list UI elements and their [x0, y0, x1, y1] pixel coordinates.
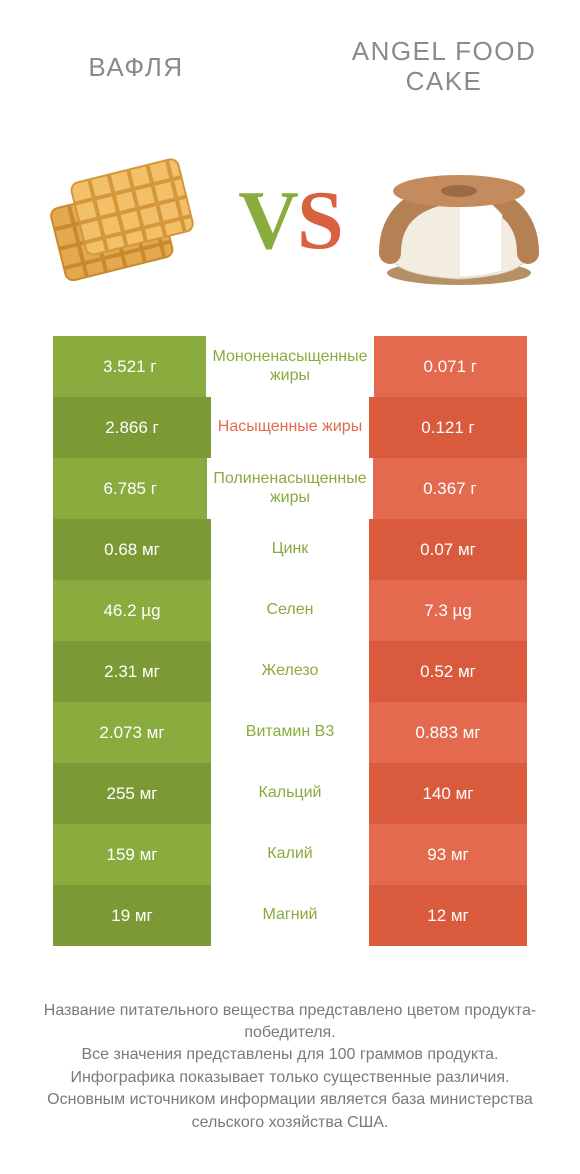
nutrient-label: Мононенасыщенные жиры	[206, 336, 373, 397]
value-left: 2.073 мг	[53, 702, 211, 763]
nutrient-label: Магний	[211, 885, 369, 946]
nutrient-label: Цинк	[211, 519, 369, 580]
value-left: 0.68 мг	[53, 519, 211, 580]
table-row: 0.68 мгЦинк0.07 мг	[53, 519, 527, 580]
value-left: 255 мг	[53, 763, 211, 824]
footer-notes: Название питательного вещества представл…	[0, 1000, 580, 1134]
value-left: 6.785 г	[53, 458, 207, 519]
nutrient-label: Витамин B3	[211, 702, 369, 763]
table-row: 159 мгКалий93 мг	[53, 824, 527, 885]
footer-line: Основным источником информации является …	[28, 1089, 552, 1134]
value-left: 46.2 µg	[53, 580, 211, 641]
value-left: 2.31 мг	[53, 641, 211, 702]
hero-row: VS	[0, 110, 580, 330]
nutrient-label: Полиненасыщенные жиры	[207, 458, 372, 519]
value-left: 19 мг	[53, 885, 211, 946]
nutrient-label: Кальций	[211, 763, 369, 824]
value-left: 159 мг	[53, 824, 211, 885]
table-row: 2.31 мгЖелезо0.52 мг	[53, 641, 527, 702]
table-row: 19 мгМагний12 мг	[53, 885, 527, 946]
value-right: 0.883 мг	[369, 702, 527, 763]
footer-line: Инфографика показывает только существенн…	[28, 1067, 552, 1089]
value-right: 93 мг	[369, 824, 527, 885]
value-right: 0.121 г	[369, 397, 527, 458]
nutrient-label: Калий	[211, 824, 369, 885]
vs-s: S	[297, 174, 342, 267]
value-right: 0.07 мг	[369, 519, 527, 580]
value-right: 7.3 µg	[369, 580, 527, 641]
table-row: 3.521 гМононенасыщенные жиры0.071 г	[53, 336, 527, 397]
comparison-table: 3.521 гМононенасыщенные жиры0.071 г2.866…	[53, 336, 527, 946]
value-right: 12 мг	[369, 885, 527, 946]
title-right: ANGEL FOOD CAKE	[344, 37, 544, 97]
value-left: 3.521 г	[53, 336, 206, 397]
header: ВАФЛЯ ANGEL FOOD CAKE	[0, 0, 580, 110]
nutrient-label: Насыщенные жиры	[211, 397, 369, 458]
title-left: ВАФЛЯ	[36, 52, 236, 83]
footer-line: Все значения представлены для 100 граммо…	[28, 1044, 552, 1066]
waffle-image	[36, 135, 206, 305]
table-row: 2.866 гНасыщенные жиры0.121 г	[53, 397, 527, 458]
footer-line: Название питательного вещества представл…	[28, 1000, 552, 1045]
nutrient-label: Селен	[211, 580, 369, 641]
table-row: 255 мгКальций140 мг	[53, 763, 527, 824]
table-row: 6.785 гПолиненасыщенные жиры0.367 г	[53, 458, 527, 519]
table-row: 46.2 µgСелен7.3 µg	[53, 580, 527, 641]
cake-image	[374, 135, 544, 305]
value-left: 2.866 г	[53, 397, 211, 458]
value-right: 0.52 мг	[369, 641, 527, 702]
value-right: 0.071 г	[374, 336, 527, 397]
table-row: 2.073 мгВитамин B30.883 мг	[53, 702, 527, 763]
value-right: 140 мг	[369, 763, 527, 824]
value-right: 0.367 г	[373, 458, 527, 519]
vs-v: V	[238, 174, 297, 267]
vs-label: VS	[238, 172, 341, 269]
nutrient-label: Железо	[211, 641, 369, 702]
